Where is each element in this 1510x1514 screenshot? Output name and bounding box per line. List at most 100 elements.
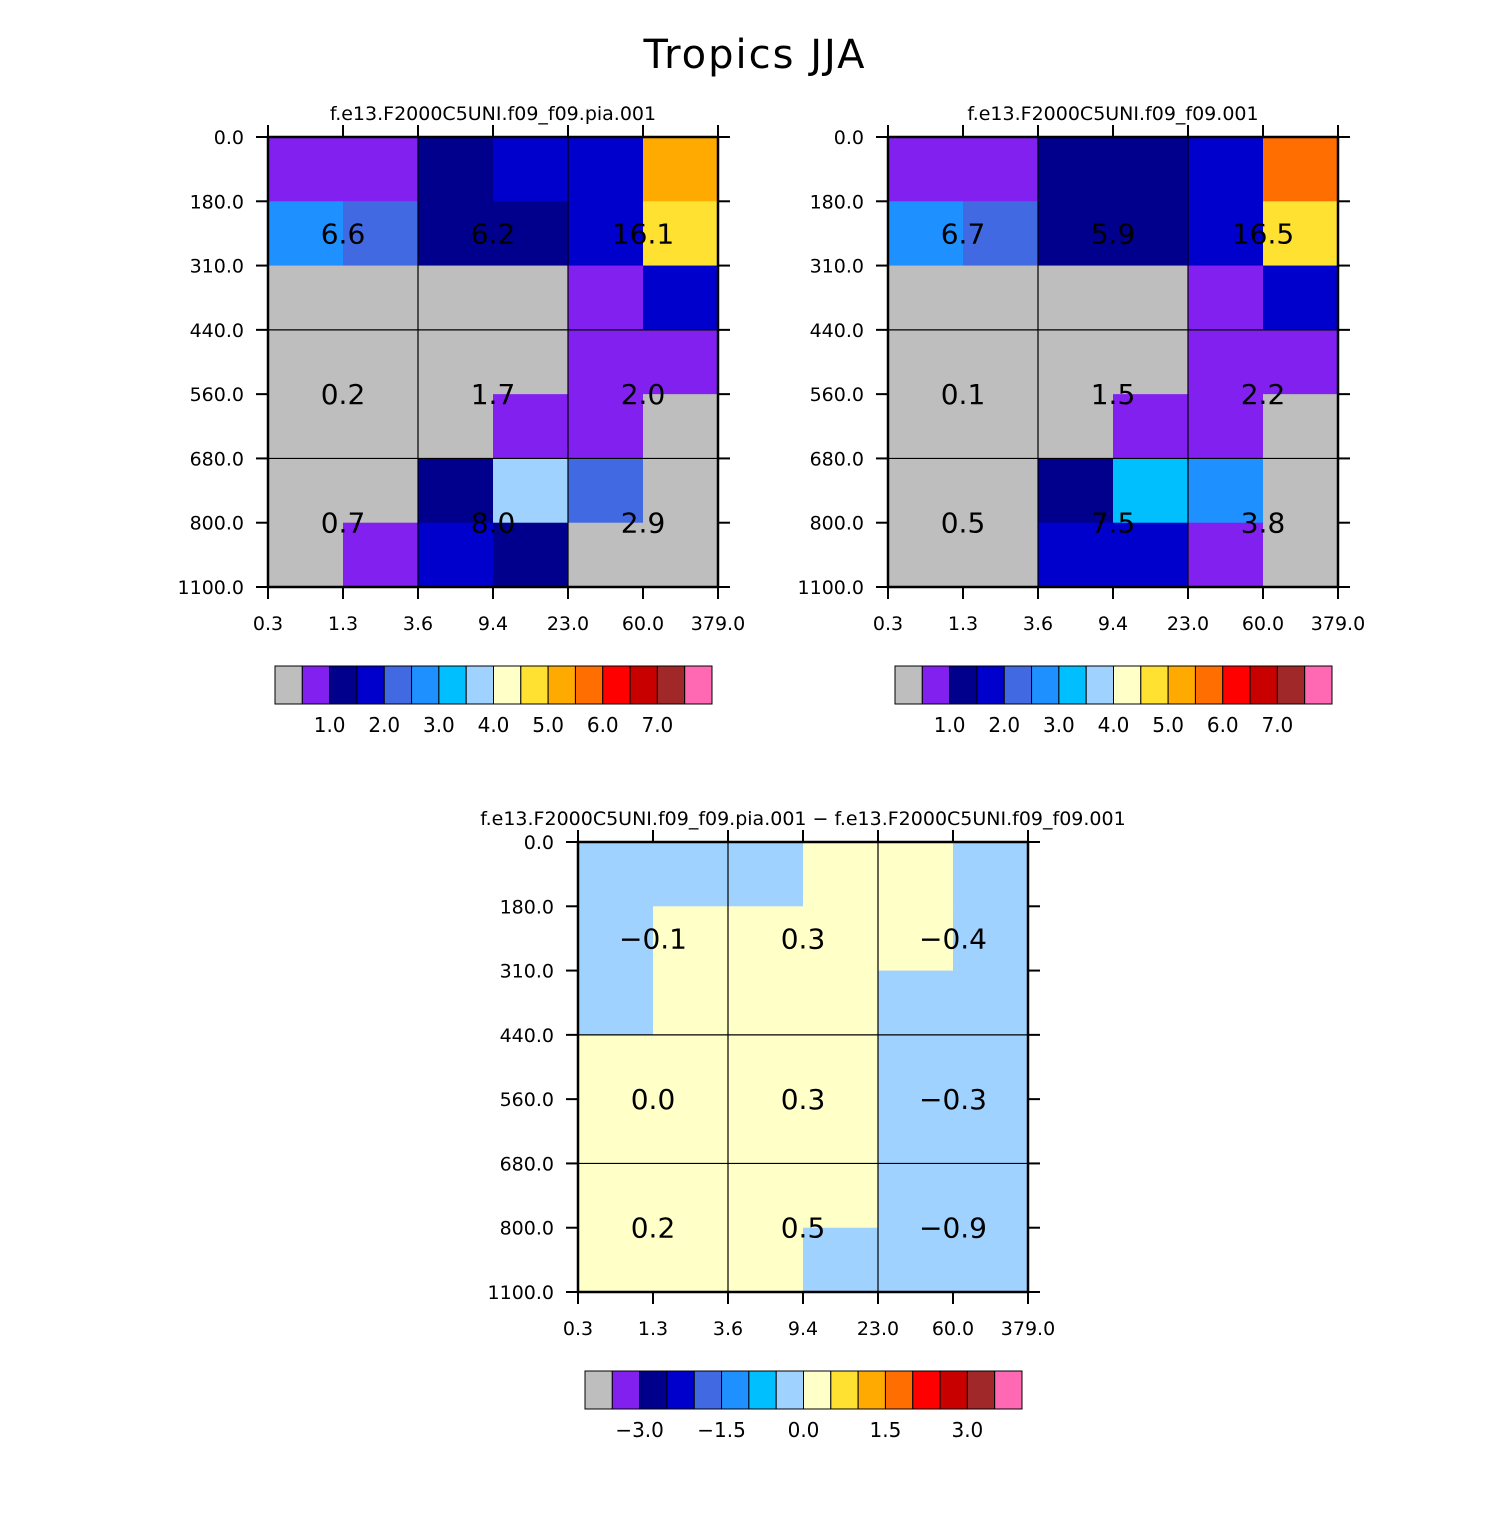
- colorbar-box: [1167, 665, 1196, 705]
- heatmap-cell: [1263, 137, 1339, 202]
- cell-value-label: 0.1: [941, 378, 986, 411]
- cell-value-label: 0.3: [781, 922, 826, 955]
- heatmap-cell: [1113, 329, 1189, 395]
- colorbar-label: 4.0: [478, 713, 510, 737]
- heatmap-cell: [653, 842, 729, 907]
- heatmap-cell: [803, 1163, 879, 1229]
- colorbar-box: [1194, 665, 1224, 705]
- heatmap-cell: [1263, 522, 1339, 588]
- heatmap-cell: [963, 394, 1039, 460]
- panel-title: f.e13.F2000C5UNI.f09_f09.pia.001: [330, 103, 656, 125]
- heatmap-cell: [728, 906, 804, 972]
- heatmap-cell: [1263, 458, 1339, 524]
- colorbar-label: 3.0: [423, 713, 455, 737]
- heatmap-cell: [953, 1099, 1029, 1165]
- heatmap-cell: [803, 1099, 879, 1165]
- colorbar-label: 7.0: [641, 713, 673, 737]
- heatmap-cell: [1188, 458, 1264, 524]
- colorbar-box: [939, 1370, 968, 1410]
- y-tick-label: 1100.0: [798, 577, 864, 599]
- cell-value-label: 2.2: [1241, 378, 1286, 411]
- colorbar-box: [976, 665, 1005, 705]
- colorbar-box: [1031, 665, 1060, 705]
- heatmap-cell: [888, 137, 964, 202]
- cell-value-label: 0.0: [631, 1083, 676, 1116]
- heatmap-cell: [493, 394, 569, 460]
- x-tick-label: 3.6: [403, 613, 433, 635]
- heatmap-cell: [418, 522, 494, 588]
- heatmap-cell: [803, 1034, 879, 1100]
- heatmap-cell: [1038, 265, 1114, 331]
- colorbar-box: [966, 1370, 996, 1410]
- colorbar-box: [1304, 665, 1333, 705]
- y-tick-label: 440.0: [500, 1025, 554, 1047]
- heatmap-cell: [803, 970, 879, 1036]
- heatmap-cell: [953, 842, 1029, 907]
- heatmap-cell: [418, 329, 494, 395]
- heatmap-cell: [728, 1227, 804, 1293]
- heatmap-cell: [343, 265, 419, 331]
- cell-value-label: −0.4: [919, 922, 987, 955]
- heatmap-cell: [643, 458, 719, 524]
- heatmap-cell: [1188, 265, 1264, 331]
- heatmap-cell: [493, 265, 569, 331]
- heatmap-cell: [1113, 458, 1189, 524]
- colorbar-box: [857, 1370, 886, 1410]
- colorbar-box: [602, 665, 631, 705]
- heatmap-cell: [268, 394, 344, 460]
- heatmap-cell: [643, 394, 719, 460]
- cell-value-label: 0.2: [321, 378, 366, 411]
- heatmap-cell: [1038, 137, 1114, 202]
- heatmap-cell: [343, 137, 419, 202]
- x-tick-label: 60.0: [622, 613, 664, 635]
- cell-value-label: 8.0: [471, 507, 516, 540]
- heatmap-cell: [888, 458, 964, 524]
- x-tick-label: 379.0: [1001, 1318, 1055, 1340]
- heatmap-cell: [568, 329, 644, 395]
- heatmap-cell: [578, 970, 654, 1036]
- heatmap-cell: [493, 458, 569, 524]
- panel-title: f.e13.F2000C5UNI.f09_f09.pia.001 − f.e13…: [480, 808, 1125, 830]
- colorbar-box: [884, 1370, 914, 1410]
- y-tick-label: 800.0: [500, 1218, 554, 1240]
- colorbar-label: 5.0: [1152, 713, 1184, 737]
- y-tick-label: 180.0: [190, 191, 244, 213]
- x-tick-label: 9.4: [788, 1318, 818, 1340]
- colorbar-box: [383, 665, 413, 705]
- y-tick-label: 310.0: [500, 961, 554, 983]
- x-tick-label: 23.0: [547, 613, 589, 635]
- heatmap-cell: [578, 906, 654, 972]
- colorbar-box: [775, 1370, 804, 1410]
- heatmap-cell: [888, 201, 964, 267]
- cell-value-label: 1.7: [471, 378, 516, 411]
- colorbar-box: [693, 1370, 723, 1410]
- colorbar-box: [1140, 665, 1169, 705]
- x-tick-label: 379.0: [691, 613, 745, 635]
- heatmap-cell: [1263, 265, 1339, 331]
- heatmap-cell: [418, 201, 494, 267]
- heatmap-cell: [728, 1099, 804, 1165]
- heatmap-cell: [418, 137, 494, 202]
- heatmap-cell: [963, 329, 1039, 395]
- colorbar-label: 1.0: [934, 713, 966, 737]
- y-tick-label: 440.0: [190, 320, 244, 342]
- colorbar-label: 4.0: [1098, 713, 1130, 737]
- colorbar-box: [356, 665, 385, 705]
- y-tick-label: 1100.0: [488, 1282, 554, 1304]
- colorbar-box: [684, 665, 713, 705]
- heatmap-cell: [1038, 394, 1114, 460]
- x-tick-label: 23.0: [857, 1318, 899, 1340]
- heatmap-cell: [1038, 458, 1114, 524]
- panel-title: f.e13.F2000C5UNI.f09_f09.001: [967, 103, 1258, 125]
- heatmap-cell: [268, 458, 344, 524]
- colorbar-label: 1.0: [314, 713, 346, 737]
- heatmap-cell: [878, 1034, 954, 1100]
- heatmap-cell: [953, 1163, 1029, 1229]
- cell-value-label: 0.5: [941, 507, 986, 540]
- y-tick-label: 680.0: [810, 448, 864, 470]
- heatmap-cell: [268, 265, 344, 331]
- y-tick-label: 310.0: [810, 256, 864, 278]
- colorbar-box: [611, 1370, 641, 1410]
- heatmap-cell: [268, 137, 344, 202]
- figure-title: Tropics JJA: [643, 32, 867, 78]
